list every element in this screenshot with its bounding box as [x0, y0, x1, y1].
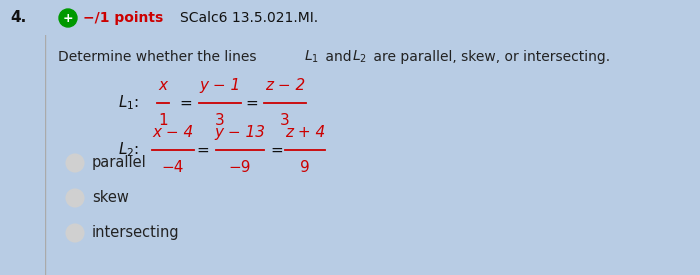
Text: intersecting: intersecting [92, 226, 180, 241]
Text: x − 4: x − 4 [153, 125, 194, 140]
Text: are parallel, skew, or intersecting.: are parallel, skew, or intersecting. [369, 50, 610, 64]
Text: −9: −9 [229, 160, 251, 175]
Text: 9: 9 [300, 160, 310, 175]
Text: x: x [158, 78, 167, 93]
Text: SCalc6 13.5.021.MI.: SCalc6 13.5.021.MI. [180, 11, 318, 25]
Text: =: = [197, 142, 209, 158]
Text: Determine whether the lines: Determine whether the lines [58, 50, 261, 64]
Text: −/1 points: −/1 points [83, 11, 163, 25]
Text: 4.: 4. [10, 10, 27, 26]
Text: 3: 3 [280, 113, 290, 128]
Text: z + 4: z + 4 [285, 125, 325, 140]
Text: skew: skew [92, 191, 129, 205]
Text: =: = [180, 95, 193, 111]
Circle shape [66, 224, 83, 241]
Text: −4: −4 [162, 160, 184, 175]
Text: $\it{L}_1$:: $\it{L}_1$: [118, 94, 139, 112]
Circle shape [59, 9, 77, 27]
Text: $L_2$: $L_2$ [352, 49, 367, 65]
Text: =: = [271, 142, 284, 158]
Text: and: and [321, 50, 356, 64]
Text: y − 1: y − 1 [199, 78, 241, 93]
Circle shape [66, 155, 83, 172]
Text: 1: 1 [158, 113, 168, 128]
Text: y − 13: y − 13 [214, 125, 265, 140]
Text: z − 2: z − 2 [265, 78, 305, 93]
Text: =: = [246, 95, 258, 111]
Text: parallel: parallel [92, 155, 147, 170]
Text: 3: 3 [215, 113, 225, 128]
Text: $L_1$: $L_1$ [304, 49, 319, 65]
Circle shape [66, 189, 83, 207]
Text: +: + [63, 12, 74, 24]
Text: $\it{L}_2$:: $\it{L}_2$: [118, 141, 139, 159]
